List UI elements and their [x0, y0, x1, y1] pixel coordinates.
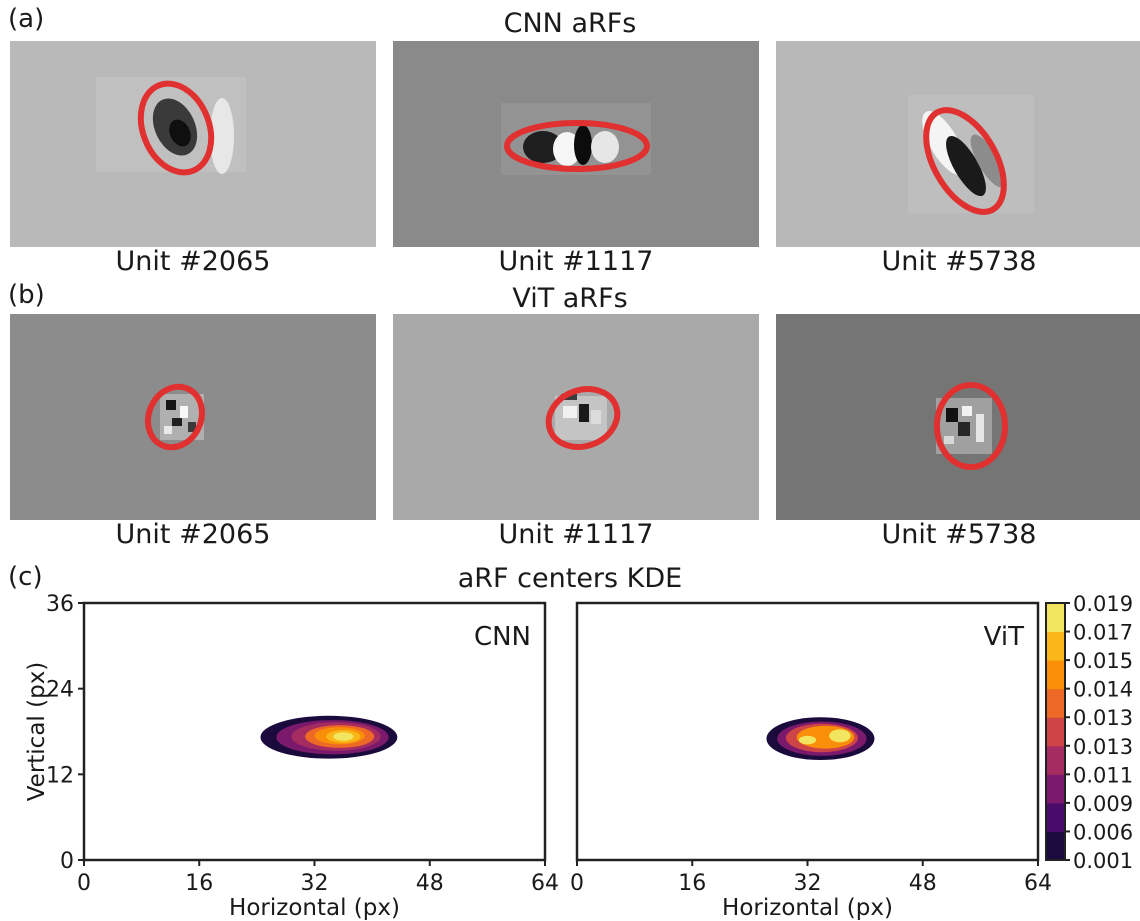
arf-pixel: [166, 400, 176, 410]
arf-light-band: [553, 132, 581, 166]
cnn-arf-image-unit-2065: [10, 41, 376, 247]
arf-dark-blob: [523, 131, 563, 163]
colorbar-segment: [1046, 603, 1065, 633]
arf-pixel: [188, 422, 196, 432]
cnn-arf-image-unit-5738: [776, 41, 1140, 247]
arf-ellipse: [545, 386, 621, 450]
colorbar-tick-label: 0.009: [1073, 792, 1133, 816]
colorbar: 0.019 0.017 0.015 0.014 0.013 0.013 0.011 0.009…: [1045, 592, 1133, 873]
x-tick-label: 16: [678, 871, 706, 896]
x-tick-label: 48: [416, 871, 444, 896]
panel-a-label: (a): [8, 4, 45, 34]
colorbar-tick-label: 0.017: [1073, 621, 1133, 645]
arf-dark-blob: [970, 134, 1006, 188]
x-tick-label: 0: [570, 871, 584, 896]
arf-pixel: [164, 426, 172, 434]
colorbar-tick-label: 0.014: [1073, 678, 1133, 702]
arf-pixel: [172, 418, 182, 426]
cnn-arf-image-unit-1117: [393, 41, 759, 247]
vit-unit-caption-3: Unit #5738: [881, 519, 1037, 550]
vit-arf-image-unit-2065: [10, 314, 376, 520]
cnn-unit-caption-1: Unit #2065: [115, 246, 271, 277]
y-tick-label: 36: [46, 592, 74, 617]
colorbar-segment: [1046, 774, 1065, 804]
colorbar-segment: [1046, 631, 1065, 661]
arf-pixel: [561, 394, 577, 400]
kde-contour: [798, 735, 817, 745]
arf-ellipse: [934, 382, 1008, 470]
series-label: CNN: [474, 622, 531, 652]
panel-c-title: aRF centers KDE: [457, 563, 683, 594]
arf-dark-core: [946, 135, 986, 197]
arf-pixel: [579, 404, 589, 422]
arf-ellipse: [145, 383, 205, 451]
x-axis-label: Horizontal (px): [229, 895, 400, 921]
colorbar-segment: [1046, 745, 1065, 775]
panel-c-label: (c): [8, 562, 43, 592]
colorbar-tick-label: 0.013: [1073, 735, 1133, 759]
kde-contour: [333, 732, 354, 741]
vit-unit-caption-1: Unit #2065: [115, 519, 271, 550]
y-tick-label: 12: [46, 763, 74, 788]
colorbar-tick-label: 0.011: [1073, 763, 1133, 787]
arf-pixel: [962, 406, 972, 416]
arf-pixel: [180, 406, 188, 418]
y-tick-label: 24: [46, 678, 74, 703]
kde-plot-vit: 0 16 32 48 64 Horizontal (px) ViT: [570, 601, 1052, 921]
cnn-unit-caption-2: Unit #1117: [498, 246, 654, 277]
arf-pixel: [958, 422, 970, 436]
x-tick-label: 64: [531, 871, 559, 896]
colorbar-segment: [1046, 802, 1065, 832]
x-tick-label: 32: [301, 871, 329, 896]
x-tick-label: 64: [1024, 871, 1052, 896]
colorbar-segment: [1046, 660, 1065, 690]
arf-light-band: [210, 98, 234, 174]
colorbar-tick-label: 0.013: [1073, 706, 1133, 730]
y-tick-label: 0: [60, 849, 74, 874]
colorbar-tick-label: 0.019: [1073, 592, 1133, 616]
colorbar-tick-label: 0.015: [1073, 649, 1133, 673]
y-axis-label: Vertical (px): [24, 662, 50, 802]
vit-arf-image-unit-5738: [776, 314, 1140, 520]
x-tick-label: 16: [185, 871, 213, 896]
colorbar-segment: [1046, 688, 1065, 718]
panel-b-title: ViT aRFs: [512, 283, 628, 314]
colorbar-segment: [1046, 831, 1065, 861]
vit-unit-caption-2: Unit #1117: [498, 519, 654, 550]
x-tick-label: 32: [794, 871, 822, 896]
arf-ellipse: [504, 120, 650, 172]
panel-a-title: CNN aRFs: [503, 8, 637, 39]
x-tick-label: 0: [77, 871, 91, 896]
cnn-unit-caption-3: Unit #5738: [881, 246, 1037, 277]
arf-dark-core: [169, 119, 191, 147]
kde-plot-cnn: 0 16 32 48 64 0 12 24 36 Horizontal (px) Vertical …: [24, 592, 559, 921]
arf-ellipse: [137, 80, 215, 176]
arf-light-blob: [591, 131, 619, 163]
arf-pixel: [944, 436, 954, 444]
vit-arf-image-unit-1117: [393, 314, 759, 520]
series-label: ViT: [984, 622, 1024, 652]
kde-contour: [829, 729, 851, 743]
x-axis-label: Horizontal (px): [722, 895, 893, 921]
colorbar-tick-label: 0.006: [1073, 820, 1133, 844]
arf-pixel: [563, 406, 577, 418]
arf-pixel: [946, 408, 958, 422]
arf-dark-core: [574, 125, 592, 165]
panel-b-label: (b): [8, 280, 45, 310]
colorbar-segment: [1046, 717, 1065, 747]
x-tick-label: 48: [909, 871, 937, 896]
colorbar-tick-label: 0.001: [1073, 849, 1133, 873]
arf-pixel: [976, 414, 984, 442]
colorbar-frame: [1045, 602, 1066, 861]
arf-pixel: [591, 410, 601, 424]
arf-ellipse: [923, 107, 1007, 215]
